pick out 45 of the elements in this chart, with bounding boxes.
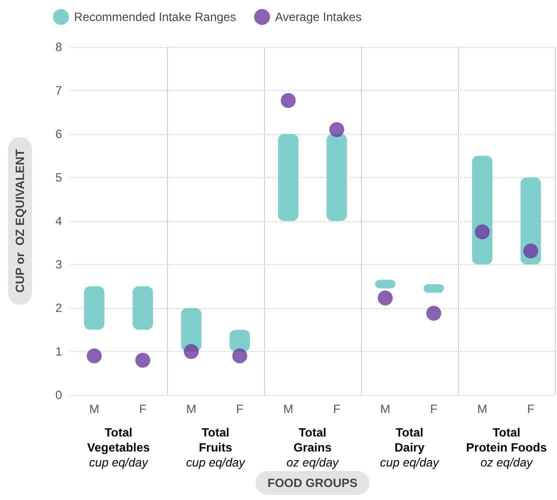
point xyxy=(523,244,538,259)
x-tick-label: F xyxy=(430,402,438,416)
x-tick-label: M xyxy=(283,402,294,416)
x-tick-label: F xyxy=(333,402,340,416)
y-axis-title: CUP or OZ EQUIVALENT xyxy=(13,148,27,293)
point xyxy=(232,348,248,364)
x-tick-label: F xyxy=(527,402,534,416)
y-tick-label: 2 xyxy=(55,301,62,315)
y-tick-label: 0 xyxy=(55,388,62,402)
x-tick-label: M xyxy=(380,402,390,416)
text: Total Fruits cup eq/day xyxy=(186,426,246,470)
y-tick-label: 7 xyxy=(55,84,62,98)
x-tick-label: M xyxy=(89,402,100,416)
bar xyxy=(472,156,492,264)
text: Total Protein Foods oz eq/day xyxy=(466,426,548,470)
y-tick-label: 5 xyxy=(55,170,62,184)
y-tick-label: 1 xyxy=(55,344,62,358)
bar xyxy=(84,286,104,330)
x-tick-label: M xyxy=(186,402,196,416)
y-tick-label: 8 xyxy=(55,40,62,54)
text: Total Vegetables cup eq/day xyxy=(87,426,150,470)
text: Total Dairy cup eq/day xyxy=(380,426,440,470)
point xyxy=(378,290,393,306)
bar xyxy=(132,286,153,330)
legend-label: Average Intakes xyxy=(275,10,362,24)
x-axis-title: FOOD GROUPS xyxy=(267,476,358,490)
point xyxy=(135,352,150,368)
x-tick-label: M xyxy=(477,402,488,416)
y-tick-label: 4 xyxy=(55,214,62,228)
bar xyxy=(520,178,541,264)
point xyxy=(184,344,199,359)
bar xyxy=(278,134,298,221)
point xyxy=(426,306,442,321)
y-tick-label: 6 xyxy=(55,127,62,141)
bar xyxy=(181,308,202,352)
y-tick-label: 3 xyxy=(55,258,62,272)
x-tick-label: F xyxy=(236,402,244,416)
point xyxy=(86,348,102,364)
point xyxy=(329,122,344,138)
bar xyxy=(326,134,347,221)
x-tick-label: F xyxy=(139,402,146,416)
point xyxy=(280,93,296,108)
text: Total Grains oz eq/day xyxy=(286,426,340,470)
point xyxy=(474,224,490,240)
legend-label: Recommended Intake Ranges xyxy=(74,10,236,24)
